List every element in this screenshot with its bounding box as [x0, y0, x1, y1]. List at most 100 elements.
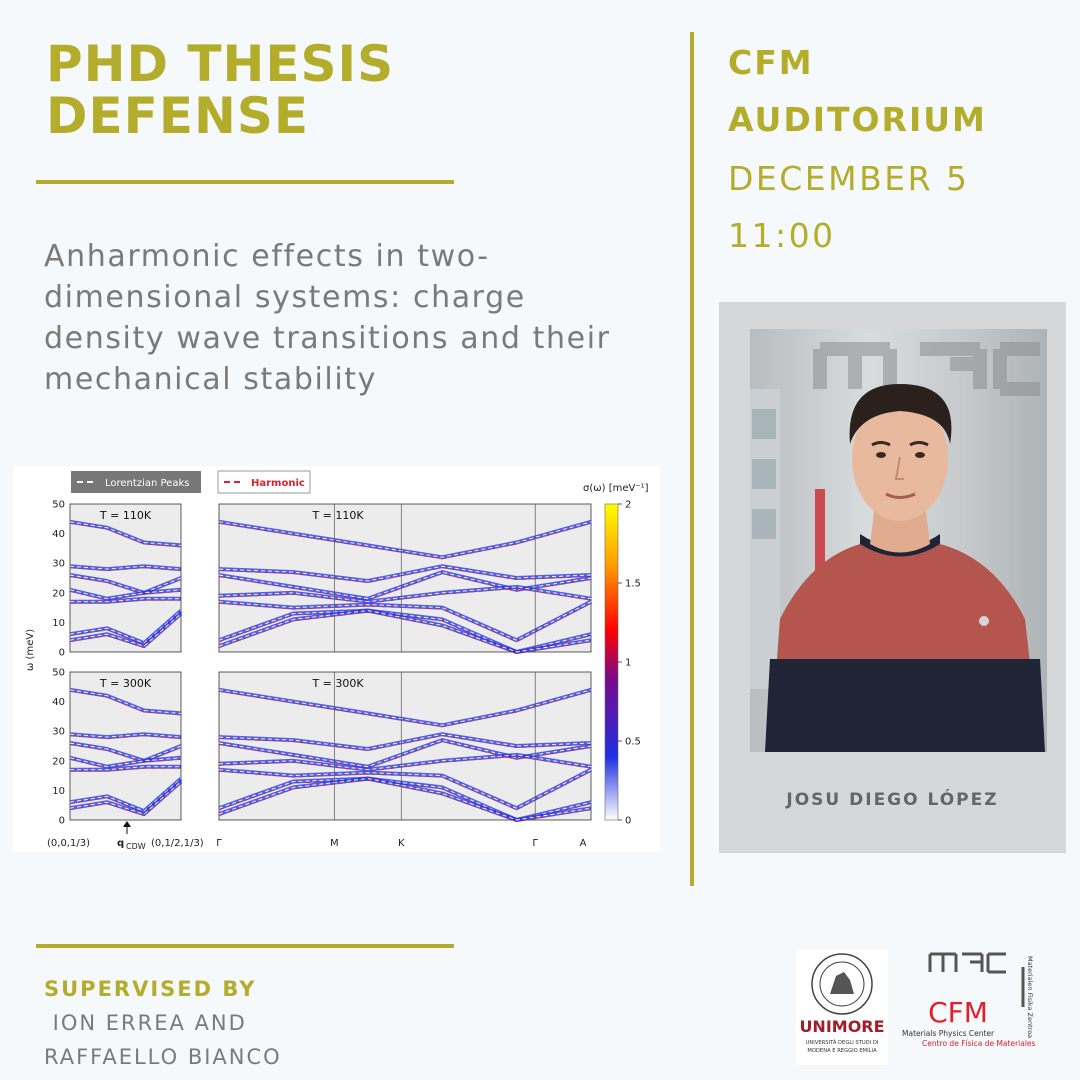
harmonic-line	[69, 690, 182, 716]
presenter-card: JOSU DIEGO LÓPEZ	[719, 302, 1066, 853]
panel-label: T = 110K	[311, 509, 364, 522]
harmonic-line	[218, 770, 592, 811]
y-tick-label: 0	[59, 816, 65, 827]
harmonic-line	[69, 758, 182, 769]
lorentzian-peak-line	[69, 757, 182, 768]
panel-2-1: T = 300K	[69, 671, 183, 821]
lorentzian-peak-line	[69, 589, 182, 600]
x-tick-label: M	[330, 838, 339, 849]
lorentzian-peak-line	[69, 778, 182, 812]
unimore-name: UNIMORE	[799, 1017, 884, 1036]
harmonic-line	[69, 576, 182, 595]
lorentzian-peak-line	[69, 610, 182, 644]
colorbar-tick-label: 0	[625, 816, 631, 827]
presenter-photo	[750, 329, 1047, 752]
supervisors-block: SUPERVISED BY ION ERREA AND RAFFAELLO BI…	[44, 972, 282, 1074]
x-tick-label: A	[580, 838, 587, 849]
venue: CFM AUDITORIUM	[728, 34, 987, 148]
portrait-illustration	[750, 342, 1045, 752]
panel-2-2: T = 300K	[218, 671, 592, 822]
x-tick-label: (0,0,1/3)	[47, 838, 90, 849]
cfm-sub-1: Materials Physics Center	[902, 1029, 995, 1038]
x-tick-label: Γ	[216, 838, 222, 849]
harmonic-line	[70, 767, 181, 772]
colorbar-tick-label: 0.5	[625, 737, 641, 748]
x-tick-label: q	[117, 838, 124, 849]
colorbar-tick-label: 1.5	[625, 579, 641, 590]
y-tick-label: 50	[52, 668, 65, 679]
presenter-name: JOSU DIEGO LÓPEZ	[786, 790, 999, 810]
lorentzian-peak-line	[69, 733, 182, 738]
y-tick-label: 40	[52, 529, 65, 540]
event-date: DECEMBER 5	[728, 159, 970, 198]
harmonic-line	[69, 782, 182, 817]
venue-line-1: CFM	[728, 43, 814, 82]
x-tick-subscript: CDW	[126, 842, 146, 851]
lorentzian-peak-line	[69, 565, 182, 570]
unimore-logo: UNIMORE UNIVERSITÀ DEGLI STUDI DI MODENA…	[796, 950, 888, 1065]
cfm-logo-icon: CFM Materials Physics Center Centro de F…	[902, 952, 1036, 1048]
legend-harmonic-box	[217, 470, 311, 494]
legend-lorentzian-label: Lorentzian Peaks	[105, 478, 189, 489]
spectral-function-chart: Lorentzian Peaks Harmonic σ(ω) [meV⁻¹] 2…	[25, 470, 649, 851]
legend-harmonic-label: Harmonic	[251, 478, 305, 489]
x-tick-label: K	[398, 838, 405, 849]
y-tick-label: 20	[52, 756, 65, 767]
x-tick-label: Γ	[532, 838, 538, 849]
y-tick-label: 10	[52, 786, 65, 797]
lorentzian-peak-line	[218, 586, 592, 603]
lorentzian-peak-line	[70, 598, 181, 603]
supervisor-line-1: ION ERREA AND	[44, 1011, 247, 1035]
cfm-logo: CFM Materials Physics Center Centro de F…	[900, 950, 1040, 1050]
qcdw-arrow-head	[123, 821, 131, 827]
legend-lorentzian-box	[71, 471, 201, 493]
harmonic-line	[218, 602, 592, 643]
lorentzian-peak-line	[218, 610, 592, 653]
lorentzian-peak-line	[69, 521, 182, 546]
harmonic-line	[218, 779, 592, 822]
phonon-band	[218, 564, 592, 583]
lorentzian-peak-line	[69, 689, 182, 714]
colorbar	[604, 503, 619, 821]
cfm-side-text: Materialen Fisika Zentroa	[1026, 956, 1034, 1038]
unimore-sub-1: UNIVERSITÀ DEGLI STUDI DI	[806, 1039, 879, 1046]
unimore-seal-icon: UNIMORE UNIVERSITÀ DEGLI STUDI DI MODENA…	[799, 953, 885, 1054]
phonon-band	[218, 519, 592, 560]
unimore-sub-2: MODENA E REGGIO EMILIA	[807, 1048, 877, 1054]
lorentzian-peak-line	[218, 778, 592, 821]
lorentzian-peak-line	[69, 742, 182, 762]
cfm-name: CFM	[928, 996, 988, 1029]
y-tick-label: 10	[52, 618, 65, 629]
title-line-2: DEFENSE	[46, 87, 309, 145]
panel-label: T = 300K	[99, 677, 152, 690]
venue-line-2: AUDITORIUM	[728, 100, 987, 139]
panel-1-1: T = 110K	[69, 503, 183, 653]
colorbar-tick-label: 1	[625, 658, 631, 669]
bottom-divider	[36, 944, 454, 948]
lorentzian-peak-line	[218, 754, 592, 771]
event-time: 11:00	[728, 216, 836, 255]
panel-label: T = 110K	[99, 509, 152, 522]
cfm-sub-2: Centro de Física de Materiales	[922, 1039, 1036, 1048]
date-time: DECEMBER 5 11:00	[728, 150, 970, 264]
lorentzian-peak-line	[69, 613, 182, 647]
y-tick-label: 30	[52, 727, 65, 738]
x-tick-label: (0,1/2,1/3)	[151, 838, 204, 849]
supervised-label: SUPERVISED BY	[44, 977, 257, 1001]
page-title: PHD THESIS DEFENSE	[46, 38, 394, 142]
phonon-band	[218, 687, 592, 728]
y-tick-label: 50	[52, 500, 65, 511]
lorentzian-peak-line	[70, 766, 181, 771]
harmonic-line	[218, 611, 592, 654]
y-tick-label: 20	[52, 588, 65, 599]
harmonic-line	[69, 614, 182, 649]
panel-1-2: T = 110K	[218, 503, 592, 654]
harmonic-line	[70, 599, 181, 604]
title-line-1: PHD THESIS	[46, 35, 395, 93]
supervisor-line-2: RAFFAELLO BIANCO	[44, 1045, 282, 1069]
lorentzian-peak-line	[218, 769, 592, 809]
spectral-function-figure: Lorentzian Peaks Harmonic σ(ω) [meV⁻¹] 2…	[13, 466, 660, 852]
harmonic-line	[69, 744, 182, 763]
lorentzian-peak-line	[218, 601, 592, 641]
harmonic-line	[69, 735, 182, 740]
